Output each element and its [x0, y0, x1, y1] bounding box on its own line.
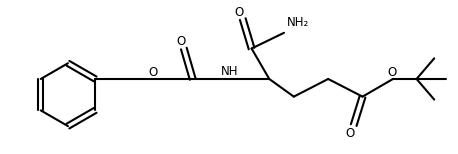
Text: O: O [387, 66, 397, 79]
Text: O: O [176, 35, 185, 48]
Text: O: O [234, 6, 244, 19]
Text: O: O [345, 128, 354, 140]
Text: O: O [149, 66, 158, 79]
Text: NH₂: NH₂ [287, 16, 309, 30]
Text: NH: NH [221, 65, 239, 78]
